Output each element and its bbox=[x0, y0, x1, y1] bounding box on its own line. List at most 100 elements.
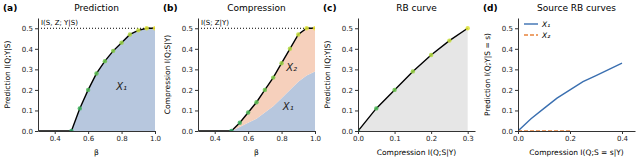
panel: I(S, Z; Y|S)X₁0.40.60.81.00.00.10.20.30.… bbox=[3, 3, 161, 157]
y-axis-title: Prediction I(Q;Y|S) bbox=[3, 40, 12, 108]
tick-label: 0.4 bbox=[210, 135, 222, 143]
tick-mark bbox=[35, 28, 38, 29]
tick: 0.2 bbox=[22, 87, 38, 95]
axis-line bbox=[199, 131, 316, 132]
annotation: X₁ bbox=[282, 101, 294, 112]
tick-mark bbox=[515, 49, 518, 50]
tick: 0.8 bbox=[117, 131, 128, 143]
point bbox=[447, 38, 451, 42]
tick: 0.0 bbox=[502, 128, 518, 136]
axis-line bbox=[38, 19, 39, 132]
tick: 0.4 bbox=[182, 46, 198, 54]
tick-mark bbox=[35, 110, 38, 111]
point bbox=[263, 88, 267, 92]
point bbox=[119, 40, 123, 44]
tick-label: 0.5 bbox=[182, 25, 193, 33]
tick-mark bbox=[515, 110, 518, 111]
point bbox=[78, 106, 82, 110]
tick-label: 0.0 bbox=[22, 128, 33, 136]
tick-mark bbox=[155, 131, 156, 134]
tick-mark bbox=[622, 131, 623, 134]
tick-label: 0.0 bbox=[182, 128, 193, 136]
point bbox=[128, 32, 132, 36]
line bbox=[38, 28, 155, 131]
tick: 0.6 bbox=[243, 131, 255, 143]
tick: 0.3 bbox=[342, 66, 358, 74]
point bbox=[69, 129, 73, 131]
tick-mark bbox=[282, 131, 283, 134]
point bbox=[279, 61, 283, 65]
tick-mark bbox=[195, 90, 198, 91]
tick: 0.0 bbox=[342, 128, 358, 136]
line bbox=[198, 28, 315, 131]
axis-line bbox=[518, 19, 519, 132]
tick: 0.5 bbox=[342, 25, 358, 33]
reference-line bbox=[198, 28, 315, 29]
tick-mark bbox=[35, 69, 38, 70]
tick: 0.4 bbox=[22, 46, 38, 54]
tick: 0.2 bbox=[426, 131, 437, 143]
reference-label: I(S; Z|Y) bbox=[201, 19, 229, 27]
panel-label: (d) bbox=[483, 3, 498, 13]
tick-mark bbox=[468, 131, 469, 134]
tick: 0.1 bbox=[342, 107, 358, 115]
title: RB curve bbox=[396, 3, 437, 13]
tick-label: 1.0 bbox=[310, 135, 321, 143]
tick-mark bbox=[515, 90, 518, 91]
point bbox=[238, 121, 242, 125]
y-axis-title: Prediction I(Q;Y|S) bbox=[323, 40, 332, 108]
tick-label: 0.2 bbox=[342, 87, 353, 95]
point bbox=[229, 129, 233, 131]
tick: 0.5 bbox=[502, 25, 518, 33]
tick: 1.0 bbox=[310, 131, 321, 143]
tick-mark bbox=[215, 131, 216, 134]
tick-mark bbox=[35, 90, 38, 91]
x-axis-title: Compression I(Q;S = s|Y) bbox=[529, 148, 623, 157]
tick-label: 0.1 bbox=[22, 107, 33, 115]
area bbox=[198, 28, 315, 131]
tick: 0.0 bbox=[22, 128, 38, 136]
plot-area bbox=[198, 26, 315, 131]
tick: 0.0 bbox=[353, 131, 364, 143]
x-axis-title: β bbox=[94, 148, 99, 157]
point bbox=[86, 88, 90, 92]
y-axis-title: Prediction I(Q;Y|S = s) bbox=[483, 33, 492, 116]
y-axis: 0.00.10.20.30.40.5 bbox=[502, 19, 519, 136]
panel: 0.00.10.20.30.00.10.20.30.40.5(c)RB curv… bbox=[323, 3, 476, 157]
x-axis: 0.00.20.4 bbox=[513, 131, 636, 143]
tick-label: 0.3 bbox=[182, 66, 193, 74]
tick-label: 0.0 bbox=[342, 128, 353, 136]
x-axis-title: β bbox=[254, 148, 259, 157]
tick-mark bbox=[355, 69, 358, 70]
tick-mark bbox=[355, 131, 358, 132]
tick: 0.1 bbox=[502, 107, 518, 115]
tick-label: 0.2 bbox=[182, 87, 193, 95]
x-axis: 0.00.10.20.3 bbox=[353, 131, 476, 143]
tick-label: 0.2 bbox=[502, 87, 513, 95]
tick-mark bbox=[195, 110, 198, 111]
panel-label: (b) bbox=[163, 3, 178, 13]
tick-label: 0.1 bbox=[389, 135, 400, 143]
tick-label: 0.5 bbox=[502, 25, 513, 33]
tick: 0.5 bbox=[182, 25, 198, 33]
tick-mark bbox=[195, 131, 198, 132]
tick: 0.4 bbox=[210, 131, 222, 143]
tick: 0.4 bbox=[342, 46, 358, 54]
panel-label: (c) bbox=[323, 3, 337, 13]
tick-mark bbox=[355, 110, 358, 111]
figure: I(S, Z; Y|S)X₁0.40.60.81.00.00.10.20.30.… bbox=[0, 0, 640, 162]
tick-label: 0.4 bbox=[617, 135, 629, 143]
legend-swatch bbox=[524, 34, 538, 35]
tick-label: 0.4 bbox=[502, 46, 514, 54]
point bbox=[288, 47, 292, 51]
tick-label: 0.6 bbox=[83, 135, 95, 143]
tick-label: 0.0 bbox=[513, 135, 524, 143]
tick: 0.2 bbox=[182, 87, 198, 95]
tick-label: 0.1 bbox=[182, 107, 193, 115]
tick-mark bbox=[355, 90, 358, 91]
plot-area bbox=[38, 26, 155, 131]
tick-mark bbox=[35, 49, 38, 50]
annotation: X₂ bbox=[285, 62, 297, 73]
tick-label: 0.4 bbox=[342, 46, 354, 54]
point bbox=[94, 71, 98, 75]
